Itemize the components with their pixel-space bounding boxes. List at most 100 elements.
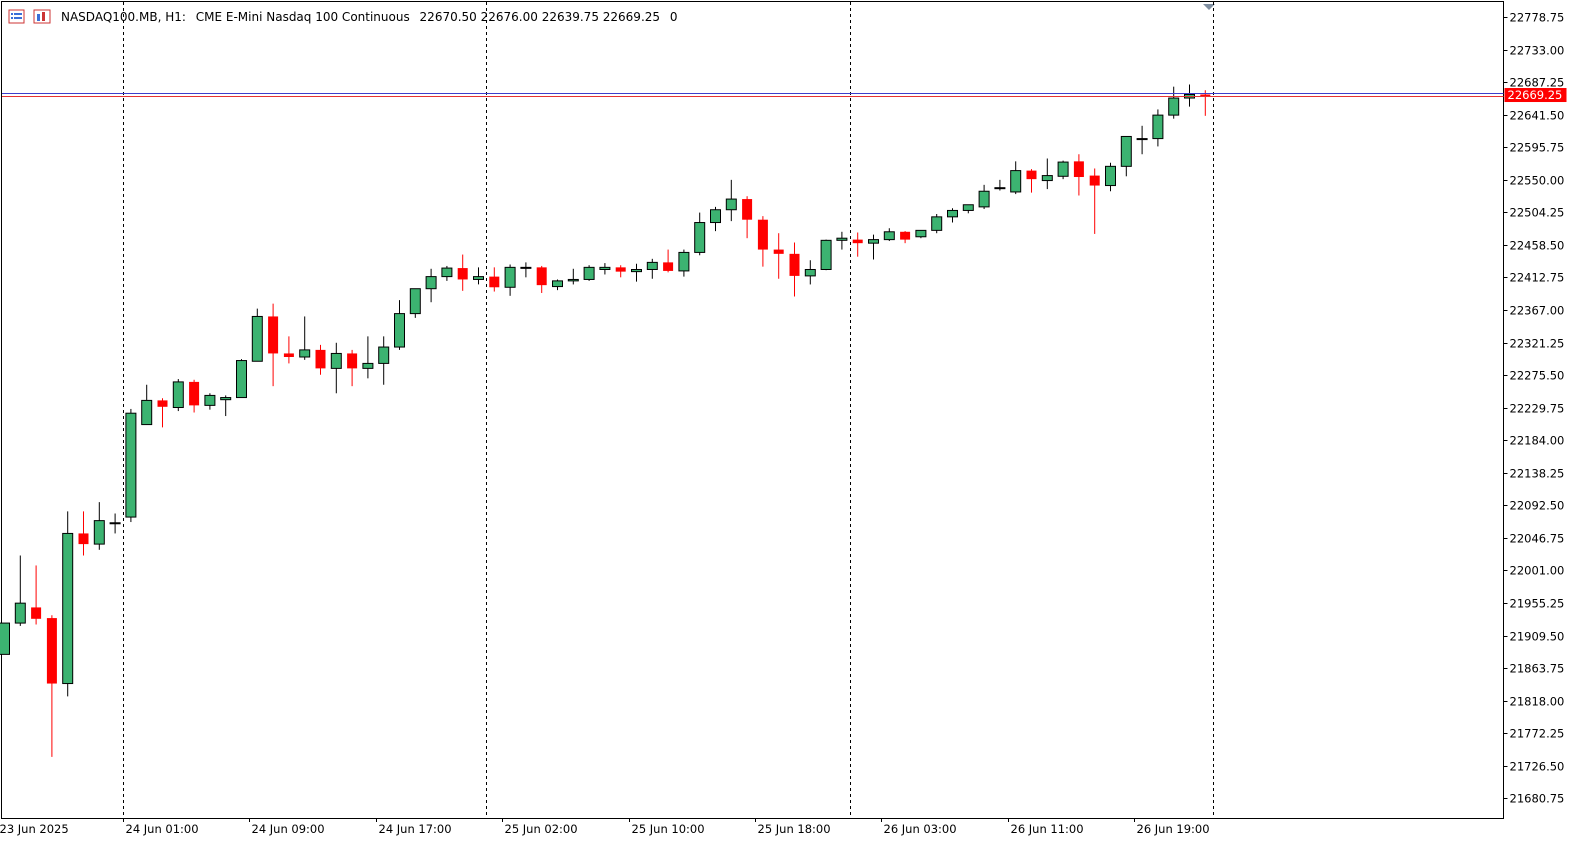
candle <box>631 263 642 282</box>
candle-body-bull <box>220 397 232 401</box>
candle-body-bull <box>868 239 879 244</box>
y-tick-label: 21680.75 <box>1510 792 1565 806</box>
candle-body-bull <box>251 315 263 362</box>
candle-body-bear <box>773 249 784 254</box>
candle <box>536 265 547 293</box>
y-tick-label: 22046.75 <box>1510 532 1565 546</box>
candle <box>504 264 516 296</box>
x-tick-label: 24 Jun 01:00 <box>126 822 199 836</box>
candle-body-bull <box>330 352 342 369</box>
candle <box>915 229 927 239</box>
candle-body-bull <box>678 251 690 272</box>
candle-body-bull <box>804 268 816 277</box>
candle <box>394 300 405 350</box>
candle-body-bull <box>646 261 658 270</box>
current-price-tag <box>1504 88 1567 103</box>
candle-body-bear <box>1089 175 1100 186</box>
candle-body-bear <box>315 349 326 369</box>
candle <box>62 511 74 697</box>
candle <box>567 268 579 285</box>
candle <box>1010 161 1022 195</box>
candle <box>883 228 895 242</box>
candle <box>1026 169 1037 193</box>
candle <box>330 342 342 394</box>
candle-body-bear <box>1200 94 1211 96</box>
candle-body-bull <box>14 602 26 624</box>
candle <box>1073 154 1084 196</box>
period-separators <box>123 2 1214 818</box>
candle <box>742 196 753 239</box>
candle <box>409 288 421 318</box>
candle-body-bear <box>457 268 468 280</box>
candle <box>757 216 768 267</box>
y-tick-label: 21772.25 <box>1510 727 1565 741</box>
candle-body-bull <box>552 280 563 288</box>
candle <box>31 565 42 625</box>
candle <box>457 254 468 291</box>
chart-list-icon[interactable] <box>8 9 25 24</box>
x-tick-label: 23 Jun 2025 <box>0 822 69 836</box>
candle-body-bull <box>425 276 437 290</box>
x-tick-label: 25 Jun 10:00 <box>632 822 705 836</box>
candle <box>378 336 390 385</box>
plot-frame <box>1 1 1504 819</box>
y-tick-label: 22229.75 <box>1510 402 1565 416</box>
candle-body-bull <box>299 349 311 358</box>
candle-body-bull <box>1168 97 1180 116</box>
candle <box>1136 125 1148 155</box>
candle <box>315 344 326 375</box>
y-tick-label: 22733.00 <box>1510 44 1565 58</box>
x-tick-label: 24 Jun 17:00 <box>379 822 452 836</box>
x-tick-label: 25 Jun 18:00 <box>758 822 831 836</box>
header-description: CME E-Mini Nasdaq 100 Continuous <box>196 10 410 24</box>
y-tick-label: 22092.50 <box>1510 499 1565 513</box>
candle-body-bull <box>599 266 611 270</box>
candle-body-bear <box>789 253 800 276</box>
candle <box>157 398 168 428</box>
chart-window-icon[interactable] <box>33 9 51 24</box>
candle <box>962 204 974 214</box>
candle <box>947 208 958 223</box>
candle-body-bull <box>725 198 737 211</box>
y-tick-label: 22138.25 <box>1510 467 1565 481</box>
price-axis: 22778.75 22733.00 22687.25 22641.50 22595.75… <box>1503 11 1565 806</box>
candle-body-bull <box>1120 135 1132 167</box>
candle <box>1152 109 1164 147</box>
candle-body-bear <box>536 267 547 286</box>
candle-body-bull <box>125 412 137 518</box>
candle-body-bear <box>900 231 911 240</box>
candle <box>268 303 279 387</box>
candle-body-bull <box>1152 114 1164 140</box>
candle <box>14 555 26 626</box>
candle <box>1168 86 1180 119</box>
y-tick-label: 21955.25 <box>1510 597 1565 611</box>
x-tick-label: 25 Jun 02:00 <box>505 822 578 836</box>
candle <box>347 349 358 387</box>
candle-body-bull <box>473 276 484 280</box>
candle-body-bull <box>141 399 153 426</box>
candle-body-bull <box>694 222 706 253</box>
candle-body-bull <box>394 313 405 348</box>
candle <box>1200 90 1211 116</box>
candle-body-bull <box>978 190 990 208</box>
candle <box>362 336 374 379</box>
candle-body-bear <box>157 400 168 407</box>
chart-shift-marker-icon[interactable] <box>1203 4 1215 10</box>
candle <box>836 231 848 250</box>
header-ohlc: 22670.50 22676.00 22639.75 22669.25 <box>420 10 660 24</box>
candle <box>710 206 721 232</box>
y-tick-label: 22504.25 <box>1510 206 1565 220</box>
candle-body-bull <box>1010 170 1022 193</box>
y-tick-label: 22412.75 <box>1510 271 1565 285</box>
candle <box>852 232 863 257</box>
x-tick-label: 24 Jun 09:00 <box>252 822 325 836</box>
candle-body-bull <box>820 239 832 270</box>
candle <box>868 234 879 260</box>
candle <box>46 615 57 757</box>
candle <box>599 263 611 275</box>
candle-body-bear <box>347 353 358 369</box>
candle <box>473 267 484 285</box>
candle <box>900 231 911 244</box>
candle <box>425 268 437 303</box>
